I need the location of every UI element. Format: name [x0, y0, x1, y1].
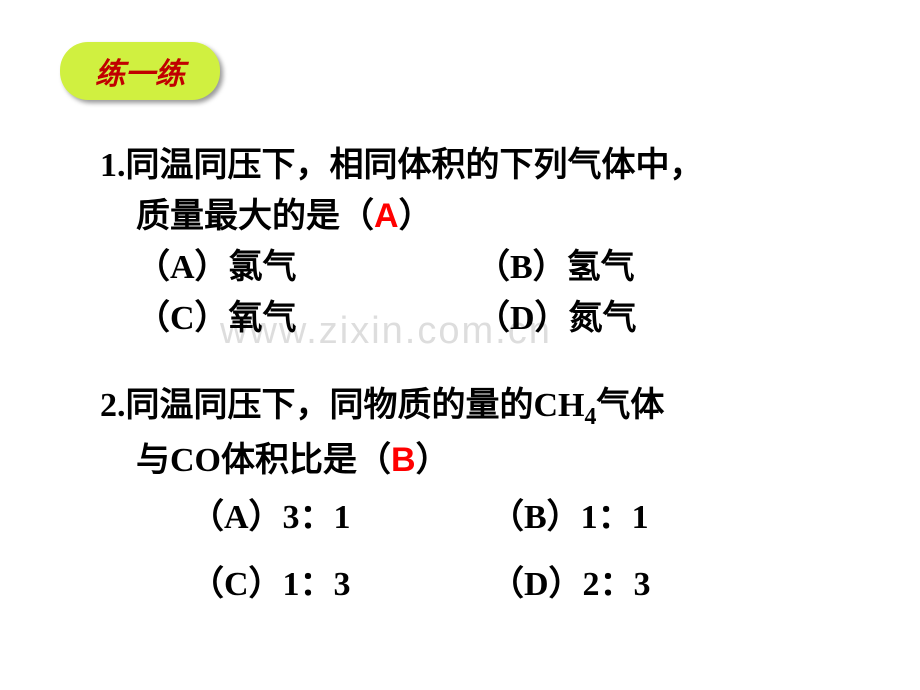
- q2-answer: B: [391, 441, 416, 479]
- q1-line2: 质量最大的是（A）: [136, 191, 860, 242]
- q2-opt-b: （B）1：1: [490, 492, 790, 543]
- q1-line2-prefix: 质量最大的是（: [136, 198, 374, 235]
- q2-options: （A）3：1 （B）1：1 （C）1：3 （D）2：3: [190, 492, 860, 610]
- q1-answer: A: [374, 197, 399, 235]
- q2-line2: 与CO体积比是（B）: [136, 435, 860, 486]
- q2-sub: 4: [585, 404, 597, 430]
- q2-opt-c: （C）1：3: [190, 559, 490, 610]
- q2-line1: 2.同温同压下，同物质的量的CH4气体: [100, 380, 860, 435]
- q1-opt-d: （D）氮气: [476, 293, 816, 344]
- q2-line2-prefix: 与CO体积比是（: [136, 442, 391, 479]
- q1-line1: 1.同温同压下，相同体积的下列气体中，: [100, 140, 860, 191]
- q2-line1-post: 气体: [596, 387, 664, 424]
- q1-opt-c: （C）氧气: [136, 293, 476, 344]
- q1-opt-b: （B）氢气: [476, 242, 816, 293]
- q2-opt-a: （A）3：1: [190, 492, 490, 543]
- q2-opt-d: （D）2：3: [490, 559, 790, 610]
- q1-options: （A）氯气 （B）氢气 （C）氧气 （D）氮气: [136, 242, 860, 344]
- q2-line1-pre: 2.同温同压下，同物质的量的CH: [100, 387, 585, 424]
- question-1: 1.同温同压下，相同体积的下列气体中， 质量最大的是（A） （A）氯气 （B）氢…: [100, 140, 860, 344]
- badge-label: 练一练: [95, 49, 185, 93]
- practice-badge: 练一练: [60, 42, 220, 100]
- q2-line2-suffix: ）: [416, 442, 450, 479]
- question-2: 2.同温同压下，同物质的量的CH4气体 与CO体积比是（B） （A）3：1 （B…: [100, 380, 860, 610]
- q1-line2-suffix: ）: [399, 198, 433, 235]
- q1-opt-a: （A）氯气: [136, 242, 476, 293]
- content-area: 1.同温同压下，相同体积的下列气体中， 质量最大的是（A） （A）氯气 （B）氢…: [100, 140, 860, 646]
